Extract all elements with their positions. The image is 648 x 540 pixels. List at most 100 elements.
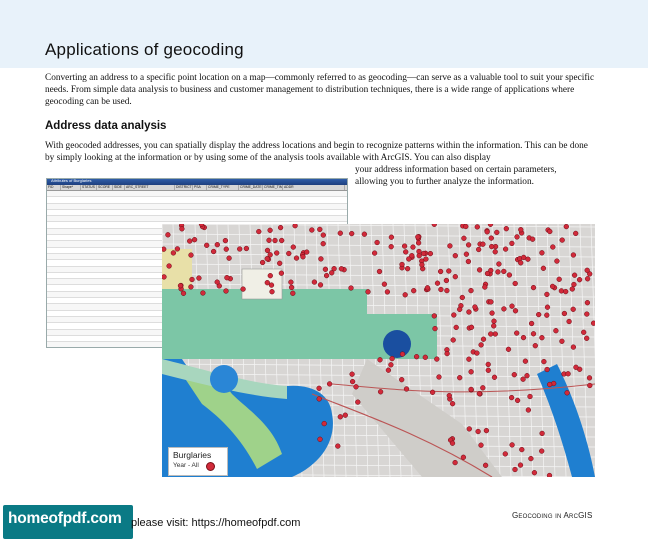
burglary-point	[406, 256, 412, 262]
burglary-point	[528, 320, 535, 327]
burglary-point	[576, 277, 583, 283]
burglary-point	[224, 275, 230, 281]
burglary-point	[569, 286, 575, 292]
burglary-point	[465, 258, 472, 265]
burglary-point	[318, 256, 324, 262]
table-row	[47, 203, 347, 210]
burglary-point	[269, 289, 275, 295]
burglary-point	[505, 346, 512, 352]
burglary-point	[539, 250, 545, 256]
burglary-point	[488, 235, 494, 241]
burglary-point	[403, 249, 409, 255]
burglary-point	[501, 268, 507, 275]
intro-paragraph: Converting an address to a specific poin…	[45, 73, 595, 108]
burglary-point	[491, 318, 497, 324]
burglary-point	[532, 343, 538, 349]
reflecting-pool	[383, 330, 411, 358]
burglary-point	[558, 288, 565, 294]
burglary-point	[429, 389, 436, 395]
burglary-point	[243, 245, 250, 252]
burglary-point	[584, 311, 590, 317]
table-row	[47, 209, 347, 217]
burglary-point	[539, 448, 545, 454]
table-column-header: ARC_STREET	[125, 185, 175, 190]
burglary-point	[376, 268, 383, 275]
section-heading: Address data analysis	[45, 120, 167, 132]
burglary-point	[539, 430, 545, 437]
burglary-point	[590, 320, 595, 326]
burglary-point	[485, 361, 491, 368]
burglary-point	[509, 240, 515, 247]
burglary-point	[432, 325, 438, 332]
burglary-point	[277, 260, 283, 266]
burglary-point	[416, 253, 422, 259]
burglary-point	[409, 253, 415, 259]
burglary-point	[491, 374, 498, 380]
burglary-point	[443, 277, 450, 284]
burglary-point	[401, 243, 408, 249]
page-title: Applications of geocoding	[45, 40, 244, 59]
burglary-point	[200, 290, 206, 296]
burglary-point	[331, 266, 337, 272]
burglary-point	[524, 373, 530, 379]
burglary-point	[355, 399, 361, 405]
burglary-point	[587, 382, 593, 389]
burglary-point	[223, 246, 229, 252]
burglary-point	[547, 381, 553, 388]
burglary-point	[402, 292, 408, 298]
burglary-point	[214, 242, 220, 248]
burglary-point	[482, 284, 488, 290]
header-band	[0, 0, 648, 68]
burglary-point	[488, 267, 494, 274]
burglary-point	[457, 306, 463, 313]
burglary-point	[438, 286, 444, 293]
burglary-point	[518, 227, 524, 233]
burglary-point	[188, 284, 194, 290]
burglary-point	[506, 272, 513, 278]
burglary-point	[573, 364, 579, 370]
burglary-point	[563, 288, 569, 295]
burglary-point	[544, 312, 550, 318]
burglary-point	[388, 234, 395, 240]
burglary-point	[381, 281, 388, 287]
tidal-basin	[210, 365, 238, 393]
burglary-point	[427, 250, 434, 257]
brand-logo[interactable]: homeofpdf.com	[3, 505, 133, 539]
burglary-point	[586, 375, 593, 381]
burglary-point	[550, 244, 556, 250]
table-column-header: ADDR	[283, 185, 345, 190]
table-column-header: SIDE	[113, 185, 125, 190]
burglary-point	[320, 232, 326, 238]
burglary-point	[559, 237, 565, 243]
burglary-point	[365, 289, 371, 295]
burglary-point	[189, 276, 195, 283]
burglary-point	[187, 238, 193, 244]
burglary-point	[320, 241, 326, 247]
brand-text: homeofpdf.com	[8, 510, 122, 527]
burglary-point	[204, 242, 210, 248]
burglary-point	[444, 287, 450, 294]
white-house-grounds	[241, 268, 283, 300]
burglary-point	[309, 227, 315, 233]
burglary-point	[487, 224, 494, 227]
burglary-point	[489, 243, 495, 250]
burglary-point	[446, 392, 452, 399]
burglary-point	[584, 276, 591, 282]
river	[162, 334, 333, 477]
burglary-point	[563, 224, 569, 230]
burglary-point	[389, 355, 395, 362]
burglary-point	[434, 356, 440, 362]
visit-link[interactable]: please visit: https://homeofpdf.com	[131, 517, 301, 529]
burglary-point	[349, 371, 355, 377]
burglary-point	[488, 299, 494, 305]
burglary-point	[329, 270, 335, 276]
burglary-point	[423, 256, 429, 262]
burglary-point	[446, 268, 452, 274]
burglary-point	[196, 275, 202, 281]
table-row	[47, 191, 347, 198]
burglary-point	[509, 442, 515, 448]
burglary-point	[531, 470, 538, 476]
burglary-point	[348, 285, 354, 291]
burglary-point	[447, 243, 453, 249]
national-mall	[162, 289, 367, 359]
